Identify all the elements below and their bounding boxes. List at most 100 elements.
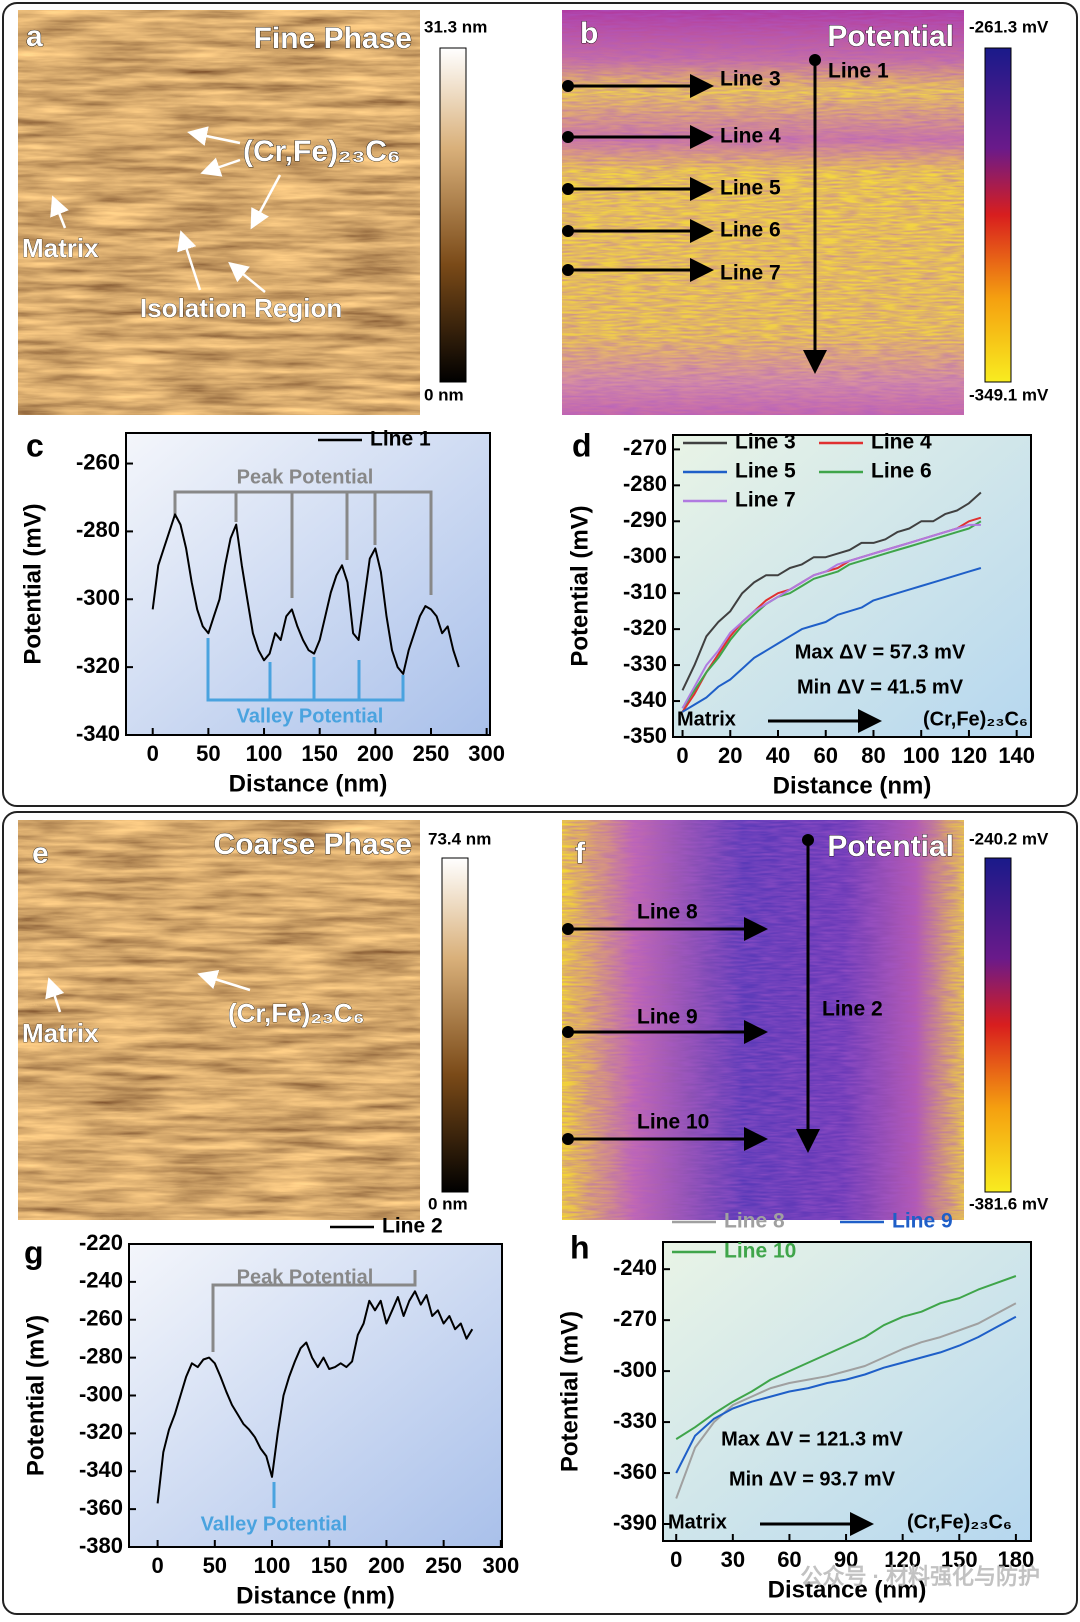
line-label: Line 5 [720,177,781,200]
arrow [50,195,69,229]
y-axis-label: Potential (mV) [566,505,593,666]
y-tick-label: -240 [613,1255,657,1280]
frame [2,2,1078,807]
x-tick-label: 200 [357,741,394,766]
y-tick-label: -330 [623,651,667,676]
watermark: 公众号 · 材料强化与防护 [800,1564,1040,1589]
series-line [675,1315,1017,1474]
y-tick-label: -300 [613,1357,657,1382]
y-tick-label: -320 [79,1419,123,1444]
y-tick-label: -300 [623,543,667,568]
series-line [675,1275,1017,1440]
arrow [187,126,241,146]
x-tick-label: 150 [311,1553,348,1578]
image-label: Isolation Region [140,293,342,323]
panel-label: d [572,427,592,463]
y-axis-label: Potential (mV) [19,503,46,664]
y-tick-label: -260 [76,449,120,474]
plot-frame [672,434,1032,738]
legend-label: Line 10 [724,1240,796,1263]
annotation: Valley Potential [237,705,384,727]
map-texture [562,10,964,415]
annotation: Max ΔV = 121.3 mV [721,1428,903,1450]
arrow [45,977,65,1013]
annotation: (Cr,Fe)₂₃C₆ [923,708,1028,730]
y-tick-label: -330 [613,1408,657,1433]
y-tick-label: -360 [79,1495,123,1520]
arrows [50,126,282,293]
arrow [250,174,282,230]
dot [562,1026,574,1038]
legend-label: Line 8 [724,1210,785,1233]
arrow [228,261,266,293]
arrows [45,969,251,1013]
line-arrows [568,62,827,374]
x-tick-label: 180 [998,1547,1035,1572]
legend-label: Line 6 [871,460,932,483]
x-tick-label: 100 [254,1553,291,1578]
x-tick-label: 200 [368,1553,405,1578]
line-label: Line 2 [822,998,883,1021]
y-tick-label: -300 [76,585,120,610]
y-tick-label: -390 [613,1510,657,1535]
x-tick-label: 300 [468,741,505,766]
y-tick-label: -270 [613,1306,657,1331]
legend-label: Line 2 [382,1215,443,1238]
dot [562,1133,574,1145]
x-axis-label: Distance (nm) [768,1576,927,1603]
afm-image [18,820,420,1220]
bracket [173,490,433,598]
y-axis-label: Potential (mV) [22,1315,49,1476]
colorbar-max: -261.3 mV [969,17,1049,36]
arrow-starts [562,834,814,1145]
colorbar [984,857,1012,1193]
dot [562,80,574,92]
y-tick-label: -320 [623,615,667,640]
x-tick-label: 0 [147,741,159,766]
x-tick-label: 50 [203,1553,227,1578]
line-label: Line 6 [720,219,781,242]
x-tick-label: 250 [413,741,450,766]
plot-frame [125,432,491,736]
x-tick-label: 150 [941,1547,978,1572]
y-tick-label: -300 [79,1381,123,1406]
x-tick-label: 100 [903,743,940,768]
x-tick-label: 60 [814,743,838,768]
y-tick-label: -340 [79,1457,123,1482]
x-tick-label: 30 [721,1547,745,1572]
x-tick-label: 300 [482,1553,519,1578]
y-tick-label: -240 [79,1268,123,1293]
legend-label: Line 1 [370,428,431,451]
annotation: Matrix [677,708,736,730]
colorbar [441,857,469,1193]
annotation: Min ΔV = 41.5 mV [797,676,964,698]
y-tick-label: -380 [79,1533,123,1558]
colorbar-min: -381.6 mV [969,1194,1049,1213]
afm-image [18,10,420,415]
y-tick-label: -350 [623,723,667,748]
plot-background [673,435,1031,737]
x-tick-label: 50 [196,741,220,766]
line-label: Line 9 [637,1006,698,1029]
panel-label: c [26,427,44,463]
line-label: Line 7 [720,262,781,285]
series-line [681,520,982,709]
colorbar-max: 73.4 nm [428,829,491,848]
legend-label: Line 9 [892,1210,953,1233]
x-tick-label: 90 [834,1547,858,1572]
annotation: Peak Potential [237,1266,374,1288]
x-tick-label: 120 [951,743,988,768]
series-line [156,1290,474,1504]
bracket [206,638,405,702]
image-title: Potential [827,830,954,863]
line-label: Line 8 [637,901,698,924]
dot [562,264,574,276]
series-line [681,523,981,709]
image-label: (Cr,Fe)₂₃C₆ [228,998,365,1028]
panel-label: b [580,17,598,50]
panel-label: a [26,20,43,53]
y-tick-label: -280 [79,1343,123,1368]
annotation: Valley Potential [201,1513,348,1535]
arrow [200,157,241,177]
